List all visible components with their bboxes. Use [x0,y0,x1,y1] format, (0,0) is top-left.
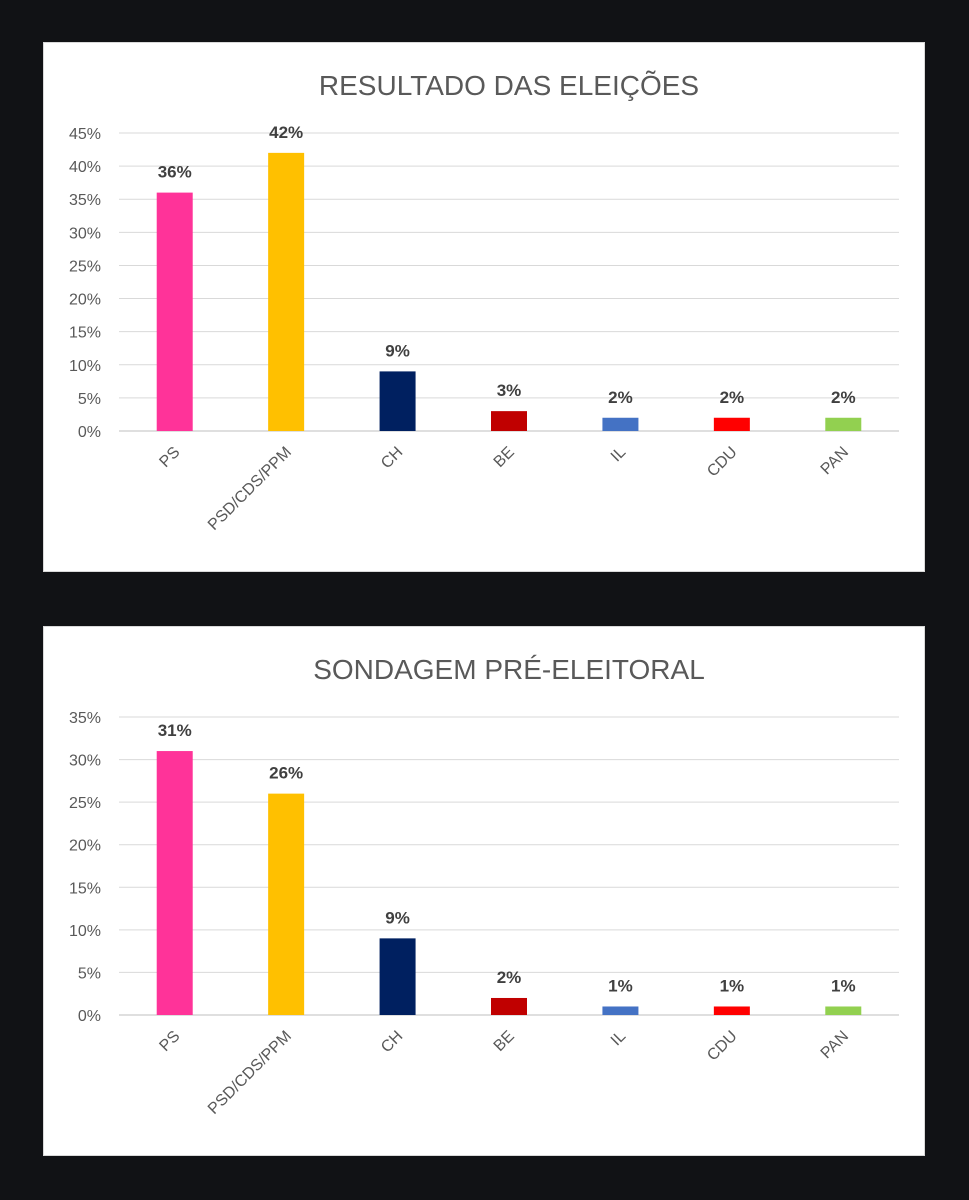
y-tick-label: 30% [69,753,101,770]
chart-title: SONDAGEM PRÉ-ELEITORAL [313,654,705,685]
x-tick-label: CDU [704,444,741,481]
bar-chart-sondagem: SONDAGEM PRÉ-ELEITORAL 0% 5% 10% 15% 20% 25% 3… [69,654,899,1118]
bar-cdu [713,1006,750,1015]
y-tick-label: 15% [69,880,101,897]
bar-ps [156,751,193,1015]
y-tick-label: 15% [69,325,101,342]
x-tick-label: PS [156,1028,183,1055]
y-tick-label: 45% [69,126,101,143]
x-tick-label: BE [491,1028,518,1055]
bar-psd-cds-ppm [268,152,305,431]
bar-pan [825,417,862,431]
data-label: 26% [269,764,303,783]
bar-psd-cds-ppm [268,793,305,1015]
chart-title: RESULTADO DAS ELEIÇÕES [319,70,699,101]
data-label: 9% [385,908,410,927]
data-label: 3% [497,381,522,400]
bar-il [602,1006,639,1015]
x-tick-label: CDU [704,1028,741,1065]
x-tick-label: PAN [818,1028,852,1062]
x-tick-label: BE [491,444,518,471]
bar-ps [156,192,193,431]
bar-chart-eleicoes: RESULTADO DAS ELEIÇÕES 0% 5% 10% 15% 20% 25% 3… [69,70,899,534]
y-tick-label: 10% [69,923,101,940]
y-tick-label: 20% [69,292,101,309]
x-tick-label: PS [156,444,183,471]
y-tick-label: 35% [69,710,101,727]
data-label: 2% [831,388,856,407]
y-tick-label: 25% [69,258,101,275]
data-label: 42% [269,123,303,142]
y-tick-label: 5% [78,391,101,408]
x-tick-label: IL [608,1028,630,1050]
x-tick-label: PAN [818,444,852,478]
data-label: 9% [385,341,410,360]
data-label: 1% [608,976,633,995]
data-label: 1% [720,976,745,995]
x-tick-label: CH [378,1028,406,1056]
y-tick-label: 0% [78,424,101,441]
bar-be [491,997,527,1015]
bar-ch [379,371,416,431]
y-tick-label: 0% [78,1008,101,1025]
y-tick-label: 20% [69,838,101,855]
x-tick-label: PSD/CDS/PPM [205,444,295,534]
bar-il [602,417,639,431]
y-tick-label: 30% [69,225,101,242]
bar-be [491,411,527,431]
data-label: 2% [720,388,745,407]
y-tick-label: 40% [69,159,101,176]
data-label: 2% [497,968,522,987]
data-label: 1% [831,976,856,995]
chart-panel-eleicoes: RESULTADO DAS ELEIÇÕES 0% 5% 10% 15% 20% 25% 3… [43,42,925,572]
bar-cdu [713,417,750,431]
data-label: 31% [158,721,192,740]
data-label: 36% [158,163,192,182]
x-tick-label: IL [608,444,630,466]
bar-ch [379,938,416,1015]
y-tick-label: 5% [78,965,101,982]
bar-pan [825,1006,862,1015]
data-label: 2% [608,388,633,407]
y-tick-label: 25% [69,795,101,812]
x-tick-label: CH [378,444,406,472]
chart-panel-sondagem: SONDAGEM PRÉ-ELEITORAL 0% 5% 10% 15% 20% 25% 3… [43,626,925,1156]
y-tick-label: 10% [69,358,101,375]
y-tick-label: 35% [69,192,101,209]
x-tick-label: PSD/CDS/PPM [205,1028,295,1118]
